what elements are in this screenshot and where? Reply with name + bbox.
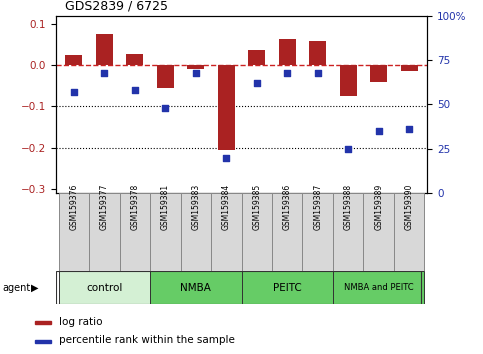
Text: GSM159377: GSM159377 <box>100 184 109 230</box>
Point <box>70 89 78 95</box>
FancyBboxPatch shape <box>58 271 150 304</box>
Bar <box>157 65 174 88</box>
Point <box>314 70 322 75</box>
Bar <box>218 65 235 150</box>
Point <box>344 146 352 152</box>
FancyBboxPatch shape <box>58 193 89 271</box>
Text: control: control <box>86 282 123 293</box>
Text: GSM159378: GSM159378 <box>130 184 139 230</box>
FancyBboxPatch shape <box>333 193 363 271</box>
Bar <box>340 65 356 96</box>
Bar <box>248 50 265 65</box>
FancyBboxPatch shape <box>333 271 425 304</box>
Text: GSM159385: GSM159385 <box>252 184 261 230</box>
Text: GDS2839 / 6725: GDS2839 / 6725 <box>65 0 168 12</box>
FancyBboxPatch shape <box>211 193 242 271</box>
Text: GSM159389: GSM159389 <box>374 184 383 230</box>
Point <box>405 126 413 132</box>
Bar <box>96 34 113 65</box>
Text: log ratio: log ratio <box>59 316 102 327</box>
Point <box>375 128 383 134</box>
Point <box>222 155 230 160</box>
Point <box>192 70 199 75</box>
Point <box>284 70 291 75</box>
Text: ▶: ▶ <box>31 282 39 293</box>
Bar <box>35 321 51 324</box>
Bar <box>279 39 296 65</box>
Text: NMBA: NMBA <box>180 282 211 293</box>
FancyBboxPatch shape <box>150 271 242 304</box>
Text: agent: agent <box>2 282 30 293</box>
Text: PEITC: PEITC <box>273 282 301 293</box>
FancyBboxPatch shape <box>363 193 394 271</box>
Text: GSM159381: GSM159381 <box>161 184 170 230</box>
Bar <box>35 340 51 343</box>
Point <box>253 80 261 86</box>
FancyBboxPatch shape <box>302 193 333 271</box>
Bar <box>401 65 417 72</box>
Text: GSM159387: GSM159387 <box>313 184 322 230</box>
Text: GSM159386: GSM159386 <box>283 184 292 230</box>
FancyBboxPatch shape <box>150 193 181 271</box>
Text: GSM159388: GSM159388 <box>344 184 353 230</box>
Text: NMBA and PEITC: NMBA and PEITC <box>344 283 413 292</box>
FancyBboxPatch shape <box>242 271 333 304</box>
Text: percentile rank within the sample: percentile rank within the sample <box>59 335 235 345</box>
Bar <box>370 65 387 82</box>
Bar <box>127 54 143 65</box>
Text: GSM159376: GSM159376 <box>70 184 78 230</box>
Point <box>131 87 139 93</box>
FancyBboxPatch shape <box>181 193 211 271</box>
FancyBboxPatch shape <box>242 193 272 271</box>
Text: GSM159390: GSM159390 <box>405 184 413 230</box>
Text: GSM159384: GSM159384 <box>222 184 231 230</box>
Bar <box>309 41 326 65</box>
Point <box>100 70 108 75</box>
Text: GSM159383: GSM159383 <box>191 184 200 230</box>
Bar <box>187 65 204 69</box>
Bar <box>66 55 82 65</box>
Point <box>161 105 169 111</box>
FancyBboxPatch shape <box>272 193 302 271</box>
FancyBboxPatch shape <box>394 193 425 271</box>
FancyBboxPatch shape <box>120 193 150 271</box>
FancyBboxPatch shape <box>89 193 120 271</box>
